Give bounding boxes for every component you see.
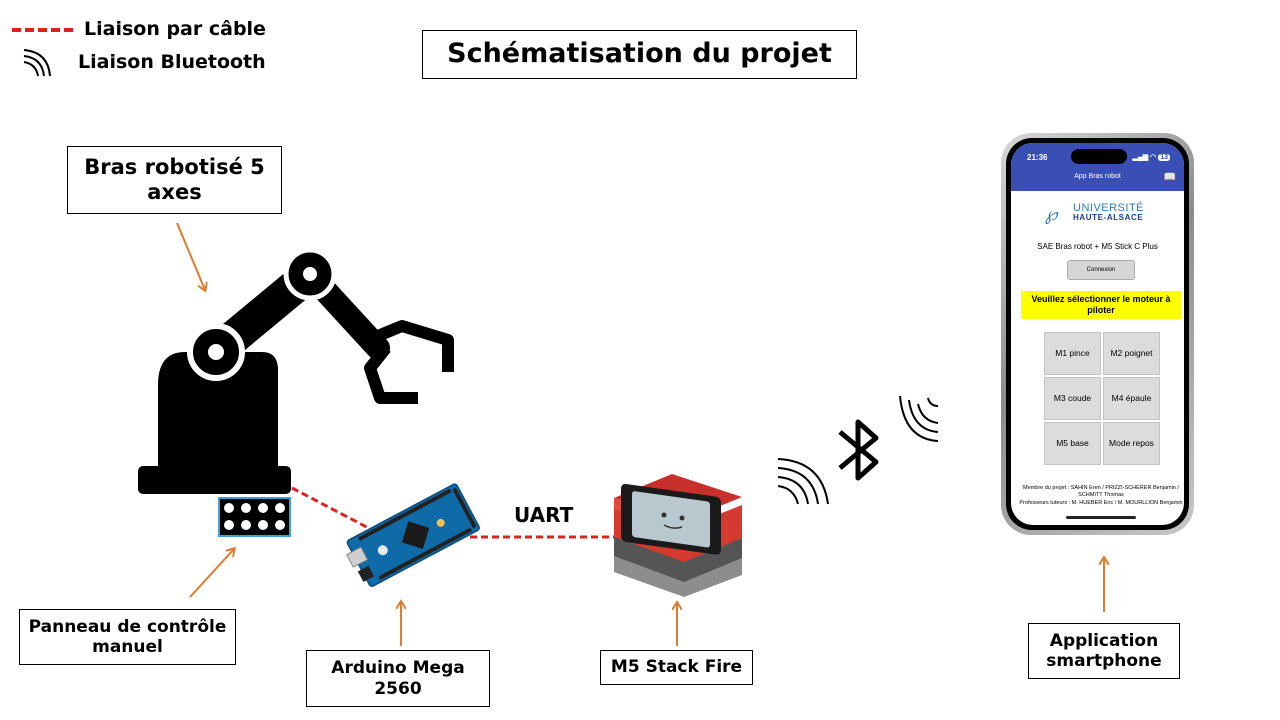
battery-icon: 13 <box>1158 154 1170 161</box>
rest-mode-button[interactable]: Mode repos <box>1103 422 1160 465</box>
credits: Membre du projet : SAHIN Eren / PRIZZI-S… <box>1017 485 1184 507</box>
dynamic-island <box>1071 149 1127 164</box>
legend-cable-label: Liaison par câble <box>84 18 266 40</box>
control-panel-icon <box>218 497 291 537</box>
m5stack-device-icon <box>614 474 742 597</box>
legend-wireless-waves-icon <box>23 49 51 77</box>
label-arrows <box>176 222 1104 646</box>
motor-button-grid: M1 pince M2 poignet M3 coude M4 épaule M… <box>1044 332 1160 465</box>
label-arduino: Arduino Mega 2560 <box>306 650 490 707</box>
cable-panel-arduino <box>291 486 379 535</box>
logo-mark-icon: ℘ <box>1045 204 1058 224</box>
wireless-waves-phone-icon <box>899 395 939 442</box>
select-motor-notice: Veuillez sélectionner le moteur à pilote… <box>1021 291 1181 319</box>
robot-arm-icon <box>138 247 454 494</box>
smartphone-icon: 21:36 ▂▄▆ ◠ 13 App Bras robot 📖 ℘ UNIVER… <box>1001 133 1194 535</box>
logo-line-1: UNIVERSITÉ <box>1073 202 1145 214</box>
university-logo: ℘ UNIVERSITÉ HAUTE-ALSACE <box>1045 202 1160 226</box>
signal-icon: ▂▄▆ <box>1132 154 1149 161</box>
status-time: 21:36 <box>1027 153 1048 162</box>
page-title: Schématisation du projet <box>422 30 857 79</box>
app-title: App Bras robot <box>1074 173 1121 180</box>
app-header: 21:36 ▂▄▆ ◠ 13 App Bras robot 📖 <box>1011 143 1184 191</box>
motor-button-m1[interactable]: M1 pince <box>1044 332 1101 375</box>
motor-button-m4[interactable]: M4 épaule <box>1103 377 1160 420</box>
status-icons: ▂▄▆ ◠ 13 <box>1132 153 1170 161</box>
label-app: Application smartphone <box>1028 623 1180 679</box>
motor-button-m2[interactable]: M2 poignet <box>1103 332 1160 375</box>
app-subtitle: SAE Bras robot + M5 Stick C Plus <box>1037 242 1158 251</box>
logo-line-2: HAUTE-ALSACE <box>1073 213 1144 222</box>
legend-bluetooth-label: Liaison Bluetooth <box>78 51 266 73</box>
wifi-icon: ◠ <box>1150 154 1157 161</box>
book-icon[interactable]: 📖 <box>1163 172 1176 183</box>
motor-button-m5[interactable]: M5 base <box>1044 422 1101 465</box>
label-control-panel: Panneau de contrôle manuel <box>19 609 236 665</box>
phone-bezel: 21:36 ▂▄▆ ◠ 13 App Bras robot 📖 ℘ UNIVER… <box>1006 138 1189 530</box>
project-members: Membre du projet : SAHIN Eren / PRIZZI-S… <box>1023 485 1179 499</box>
arrow-robot <box>176 222 205 290</box>
motor-button-m3[interactable]: M3 coude <box>1044 377 1101 420</box>
uart-label: UART <box>514 503 574 527</box>
bluetooth-icon <box>838 419 879 481</box>
project-tutors: Professeurs tuteurs : M. HUEBER Eric / M… <box>1019 499 1183 506</box>
wireless-waves-m5-icon <box>777 458 829 505</box>
home-indicator <box>1066 516 1136 519</box>
phone-screen: 21:36 ▂▄▆ ◠ 13 App Bras robot 📖 ℘ UNIVER… <box>1011 143 1184 525</box>
connect-button[interactable]: Connexion <box>1067 260 1135 280</box>
label-m5: M5 Stack Fire <box>600 650 753 685</box>
label-robot-arm: Bras robotisé 5 axes <box>67 146 282 214</box>
arrow-panel <box>189 549 234 598</box>
arduino-board-icon <box>346 483 480 587</box>
